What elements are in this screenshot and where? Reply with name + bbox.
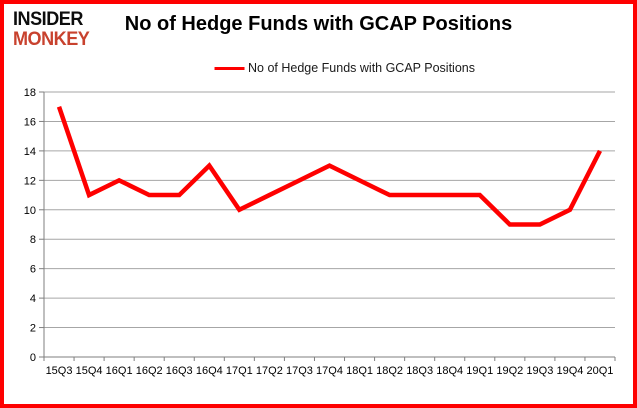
chart-title: No of Hedge Funds with GCAP Positions xyxy=(124,13,513,35)
x-tick-label: 18Q1 xyxy=(346,365,373,377)
x-tick-label: 17Q2 xyxy=(256,365,283,377)
y-tick-label: 18 xyxy=(24,87,36,99)
y-tick-label: 2 xyxy=(30,323,36,335)
y-tick-label: 12 xyxy=(24,175,36,187)
legend: No of Hedge Funds with GCAP Positions xyxy=(214,61,475,75)
x-tick-label: 17Q3 xyxy=(286,365,313,377)
x-tick-label: 15Q3 xyxy=(46,365,73,377)
x-tick-label: 18Q4 xyxy=(436,365,463,377)
y-tick-label: 14 xyxy=(24,146,36,158)
y-tick-label: 6 xyxy=(30,264,36,276)
x-tick-label: 16Q2 xyxy=(136,365,163,377)
x-tick-label: 19Q3 xyxy=(526,365,553,377)
x-tick-label: 17Q1 xyxy=(226,365,253,377)
y-tick-label: 4 xyxy=(30,293,36,305)
y-tick-label: 16 xyxy=(24,116,36,128)
logo-text-insider: INSIDER xyxy=(13,9,83,30)
x-tick-label: 18Q2 xyxy=(376,365,403,377)
legend-label: No of Hedge Funds with GCAP Positions xyxy=(248,61,475,75)
x-tick-label: 19Q4 xyxy=(556,365,583,377)
logo-text-monkey: MONKEY xyxy=(13,29,90,50)
y-tick-label: 10 xyxy=(24,205,36,217)
x-tick-label: 19Q2 xyxy=(496,365,523,377)
x-tick-label: 18Q3 xyxy=(406,365,433,377)
x-tick-label: 16Q1 xyxy=(106,365,133,377)
series-polyline xyxy=(56,105,602,227)
legend-line-swatch xyxy=(214,66,245,70)
insider-monkey-logo: INSIDER MONKEY xyxy=(13,9,90,50)
x-tick-label: 16Q4 xyxy=(196,365,223,377)
x-tick-label: 15Q4 xyxy=(76,365,103,377)
x-tick-label: 17Q4 xyxy=(316,365,343,377)
x-tick-label: 20Q1 xyxy=(587,365,614,377)
x-tick-label: 19Q1 xyxy=(466,365,493,377)
x-tick-label: 16Q3 xyxy=(166,365,193,377)
y-tick-label: 8 xyxy=(30,234,36,246)
y-tick-label: 0 xyxy=(30,352,36,364)
